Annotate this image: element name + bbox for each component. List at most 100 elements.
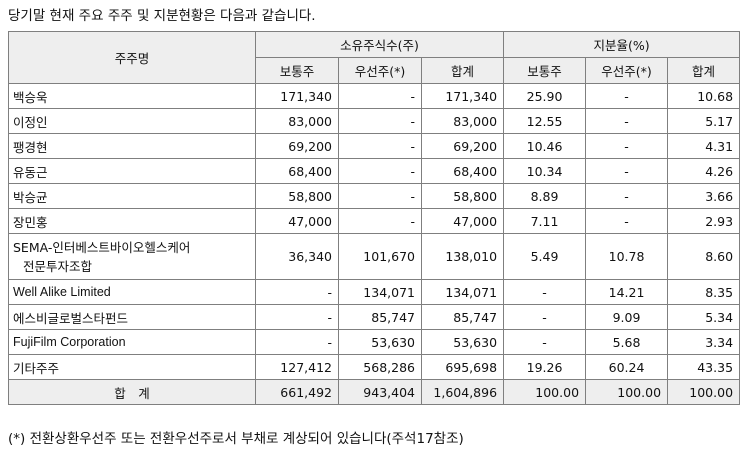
ratio-preferred: - (585, 108, 669, 134)
shareholder-name: Well Alike Limited (8, 279, 256, 305)
shareholder-name-line2: 전문투자조합 (23, 258, 93, 274)
shareholder-name: SEMA-인터베스트바이오헬스케어 전문투자조합 (8, 233, 256, 280)
shares-preferred: - (338, 183, 422, 209)
ratio-preferred: 9.09 (585, 304, 669, 330)
header-shareholder: 주주명 (8, 31, 256, 84)
shares-common: - (255, 329, 339, 355)
shareholder-name: 유동근 (8, 158, 256, 184)
shares-common: 127,412 (255, 354, 339, 380)
ratio-total: 5.17 (667, 108, 741, 134)
ratio-common: 5.49 (503, 233, 587, 280)
header-shares-group: 소유주식수(주) (254, 31, 505, 58)
ratio-common: 12.55 (503, 108, 587, 134)
shares-total: 68,400 (420, 158, 505, 184)
table-row: 팽경현 69,200 - 69,200 10.46 - 4.31 (8, 133, 741, 159)
shares-preferred: - (338, 158, 422, 184)
total-shares-preferred: 943,404 (338, 379, 422, 405)
ratio-common: 25.90 (503, 83, 587, 109)
table-caption: 당기말 현재 주요 주주 및 지분현황은 다음과 같습니다. (8, 8, 316, 24)
table-row: 기타주주 127,412 568,286 695,698 19.26 60.24… (8, 354, 741, 380)
ratio-total: 10.68 (667, 83, 741, 109)
ratio-total: 2.93 (667, 208, 741, 234)
table-row: 백승욱 171,340 - 171,340 25.90 - 10.68 (8, 83, 741, 109)
ratio-total: 5.34 (667, 304, 741, 330)
table-row: 박승균 58,800 - 58,800 8.89 - 3.66 (8, 183, 741, 209)
shares-preferred: 134,071 (338, 279, 422, 305)
ratio-preferred: - (585, 83, 669, 109)
footnote: (*) 전환상환우선주 또는 전환우선주로서 부채로 계상되어 있습니다(주석1… (8, 431, 464, 447)
shares-preferred: - (338, 108, 422, 134)
header-shares-common: 보통주 (255, 57, 339, 84)
shares-total: 85,747 (420, 304, 505, 330)
total-row: 합 계 661,492 943,404 1,604,896 100.00 100… (8, 379, 741, 405)
table-row: SEMA-인터베스트바이오헬스케어 전문투자조합 36,340 101,670 … (8, 233, 741, 280)
shares-common: 36,340 (255, 233, 339, 280)
shares-preferred: 101,670 (338, 233, 422, 280)
shares-common: - (255, 279, 339, 305)
table-row: Well Alike Limited - 134,071 134,071 - 1… (8, 279, 741, 305)
ratio-preferred: 10.78 (585, 233, 669, 280)
ratio-common: 8.89 (503, 183, 587, 209)
ratio-preferred: - (585, 158, 669, 184)
total-ratio-common: 100.00 (503, 379, 587, 405)
shares-total: 134,071 (420, 279, 505, 305)
total-ratio-preferred: 100.00 (585, 379, 669, 405)
ratio-common: 19.26 (503, 354, 587, 380)
shares-common: 68,400 (255, 158, 339, 184)
shares-preferred: 85,747 (338, 304, 422, 330)
ratio-common: 10.46 (503, 133, 587, 159)
ratio-total: 43.35 (667, 354, 741, 380)
shares-common: 58,800 (255, 183, 339, 209)
shares-preferred: - (338, 83, 422, 109)
shares-total: 69,200 (420, 133, 505, 159)
total-ratio-total: 100.00 (667, 379, 741, 405)
table-row: FujiFilm Corporation - 53,630 53,630 - 5… (8, 329, 741, 355)
header-ratio-common: 보통주 (503, 57, 587, 84)
table-row: 이정인 83,000 - 83,000 12.55 - 5.17 (8, 108, 741, 134)
shareholder-table-container: 주주명 소유주식수(주) 지분율(%) 보통주 우선주(*) 합계 보통주 우선… (8, 31, 741, 405)
header-ratio-group: 지분율(%) (503, 31, 741, 58)
shares-total: 58,800 (420, 183, 505, 209)
shares-total: 47,000 (420, 208, 505, 234)
shareholder-name: 에스비글로벌스타펀드 (8, 304, 256, 330)
ratio-total: 4.26 (667, 158, 741, 184)
shareholder-table: 주주명 소유주식수(주) 지분율(%) 보통주 우선주(*) 합계 보통주 우선… (8, 31, 741, 405)
ratio-total: 8.60 (667, 233, 741, 280)
header-shares-preferred: 우선주(*) (338, 57, 422, 84)
ratio-common: 7.11 (503, 208, 587, 234)
header-ratio-preferred: 우선주(*) (585, 57, 669, 84)
shares-total: 695,698 (420, 354, 505, 380)
shareholder-name: 백승욱 (8, 83, 256, 109)
shareholder-name: 기타주주 (8, 354, 256, 380)
shares-common: 69,200 (255, 133, 339, 159)
shares-total: 171,340 (420, 83, 505, 109)
ratio-total: 8.35 (667, 279, 741, 305)
ratio-common: - (503, 279, 587, 305)
ratio-common: - (503, 304, 587, 330)
shares-common: 171,340 (255, 83, 339, 109)
ratio-preferred: - (585, 183, 669, 209)
shares-common: 47,000 (255, 208, 339, 234)
shares-total: 138,010 (420, 233, 505, 280)
shares-common: - (255, 304, 339, 330)
shares-preferred: 568,286 (338, 354, 422, 380)
total-label: 합 계 (8, 379, 256, 405)
shares-common: 83,000 (255, 108, 339, 134)
ratio-common: - (503, 329, 587, 355)
table-row: 유동근 68,400 - 68,400 10.34 - 4.26 (8, 158, 741, 184)
table-row: 장민홍 47,000 - 47,000 7.11 - 2.93 (8, 208, 741, 234)
ratio-total: 3.66 (667, 183, 741, 209)
ratio-preferred: 14.21 (585, 279, 669, 305)
ratio-total: 3.34 (667, 329, 741, 355)
total-shares-total: 1,604,896 (420, 379, 505, 405)
ratio-preferred: - (585, 133, 669, 159)
ratio-preferred: - (585, 208, 669, 234)
shares-total: 53,630 (420, 329, 505, 355)
ratio-preferred: 5.68 (585, 329, 669, 355)
shareholder-name: 장민홍 (8, 208, 256, 234)
shareholder-name: 박승균 (8, 183, 256, 209)
shareholder-name: 이정인 (8, 108, 256, 134)
shareholder-name: 팽경현 (8, 133, 256, 159)
shares-total: 83,000 (420, 108, 505, 134)
ratio-total: 4.31 (667, 133, 741, 159)
